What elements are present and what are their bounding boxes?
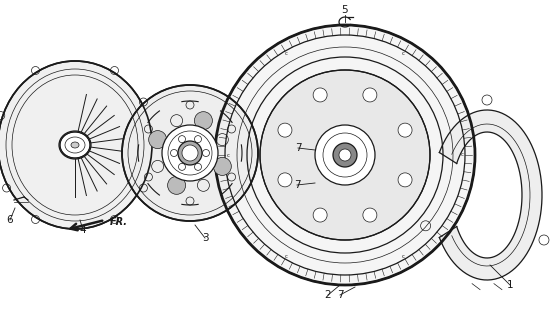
Ellipse shape (59, 131, 91, 159)
Ellipse shape (60, 132, 90, 158)
Circle shape (398, 173, 412, 187)
Circle shape (278, 173, 292, 187)
Circle shape (182, 145, 198, 161)
Text: 3: 3 (202, 233, 208, 243)
Circle shape (363, 208, 377, 222)
Polygon shape (440, 110, 542, 280)
Text: c: c (226, 153, 230, 157)
Circle shape (313, 88, 327, 102)
Circle shape (333, 143, 357, 167)
Circle shape (398, 123, 412, 137)
Circle shape (178, 141, 202, 165)
Text: FR.: FR. (110, 217, 128, 227)
Text: 6: 6 (7, 215, 13, 225)
Text: c: c (402, 254, 405, 259)
Text: 4: 4 (80, 225, 86, 235)
Text: c: c (285, 254, 288, 259)
Circle shape (260, 70, 430, 240)
Circle shape (122, 85, 258, 221)
Text: 7: 7 (295, 143, 301, 153)
Circle shape (315, 125, 375, 185)
Ellipse shape (71, 142, 79, 148)
Text: c: c (460, 153, 464, 157)
Text: 7: 7 (293, 180, 300, 190)
Text: 2: 2 (325, 290, 332, 300)
Text: 1: 1 (507, 280, 514, 290)
Circle shape (213, 157, 231, 175)
Circle shape (339, 149, 351, 161)
Text: c: c (285, 51, 288, 56)
Text: 7: 7 (337, 290, 343, 300)
Text: c: c (402, 51, 405, 56)
Circle shape (148, 131, 167, 148)
Circle shape (363, 88, 377, 102)
Circle shape (162, 125, 218, 181)
Circle shape (194, 112, 212, 130)
Text: 5: 5 (342, 5, 348, 15)
Circle shape (313, 208, 327, 222)
Circle shape (278, 123, 292, 137)
Circle shape (215, 25, 475, 285)
Ellipse shape (0, 61, 152, 229)
Circle shape (167, 176, 185, 194)
